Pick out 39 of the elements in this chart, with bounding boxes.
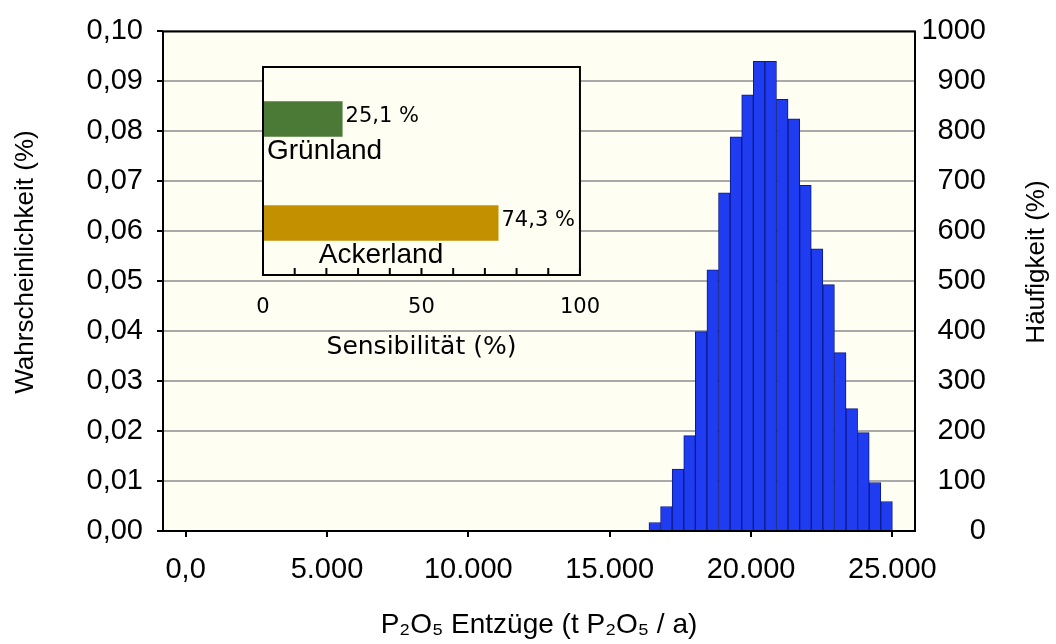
y2-tick-label: 700 [937, 163, 986, 196]
x-tick-label: 20.000 [706, 552, 796, 585]
y2-tick-label: 300 [937, 363, 986, 396]
data-label: 74,3 % [501, 207, 575, 232]
y-tick-label: 0,06 [86, 213, 143, 246]
y2-tick-label: 900 [937, 63, 986, 96]
y2-tick-label: 600 [937, 213, 986, 246]
data-label: 25,1 % [345, 103, 419, 128]
x-tick-label: 100 [559, 294, 601, 319]
y-tick-label: 0,00 [86, 513, 143, 545]
x-tick-label: 5.000 [290, 552, 364, 585]
y2-tick-label: 0 [969, 513, 986, 545]
y-axis-title: Wahrscheinlichkeit (%) [9, 130, 40, 394]
y2-tick-label: 100 [937, 463, 986, 496]
y-tick-label: 0,08 [86, 113, 143, 146]
x-tick-label: 10.000 [423, 552, 513, 585]
y2-axis-title: Häufigkeit (%) [1020, 180, 1051, 344]
y-tick-label: 0,09 [86, 63, 143, 96]
y2-tick-label: 200 [937, 413, 986, 446]
y-tick-label: 0,04 [86, 313, 143, 346]
y-tick-label: Ackerland [318, 238, 444, 270]
x-tick-label: 50 [408, 294, 435, 319]
y2-tick-label: 400 [937, 313, 986, 346]
x-tick-label: 0 [256, 294, 270, 319]
y-tick-label: 0,03 [86, 363, 143, 396]
y2-tick-label: 1000 [921, 13, 986, 46]
y-tick-label: 0,05 [86, 263, 143, 296]
y-tick-label: 0,10 [86, 13, 143, 46]
x-tick-label: 15.000 [565, 552, 655, 585]
y-tick-label: Grünland [267, 134, 383, 166]
x-tick-label: 0,0 [165, 552, 206, 585]
y-tick-label: 0,01 [86, 463, 143, 496]
y2-tick-label: 500 [937, 263, 986, 296]
y2-tick-label: 800 [937, 113, 986, 146]
x-tick-label: 25.000 [848, 552, 937, 585]
x-axis-title: P₂O₅ Entzüge (t P₂O₅ / a) [380, 607, 698, 639]
y-tick-label: 0,07 [86, 163, 143, 196]
y-tick-label: 0,02 [86, 413, 143, 446]
x-axis-title: Sensibilität (%) [326, 330, 517, 360]
